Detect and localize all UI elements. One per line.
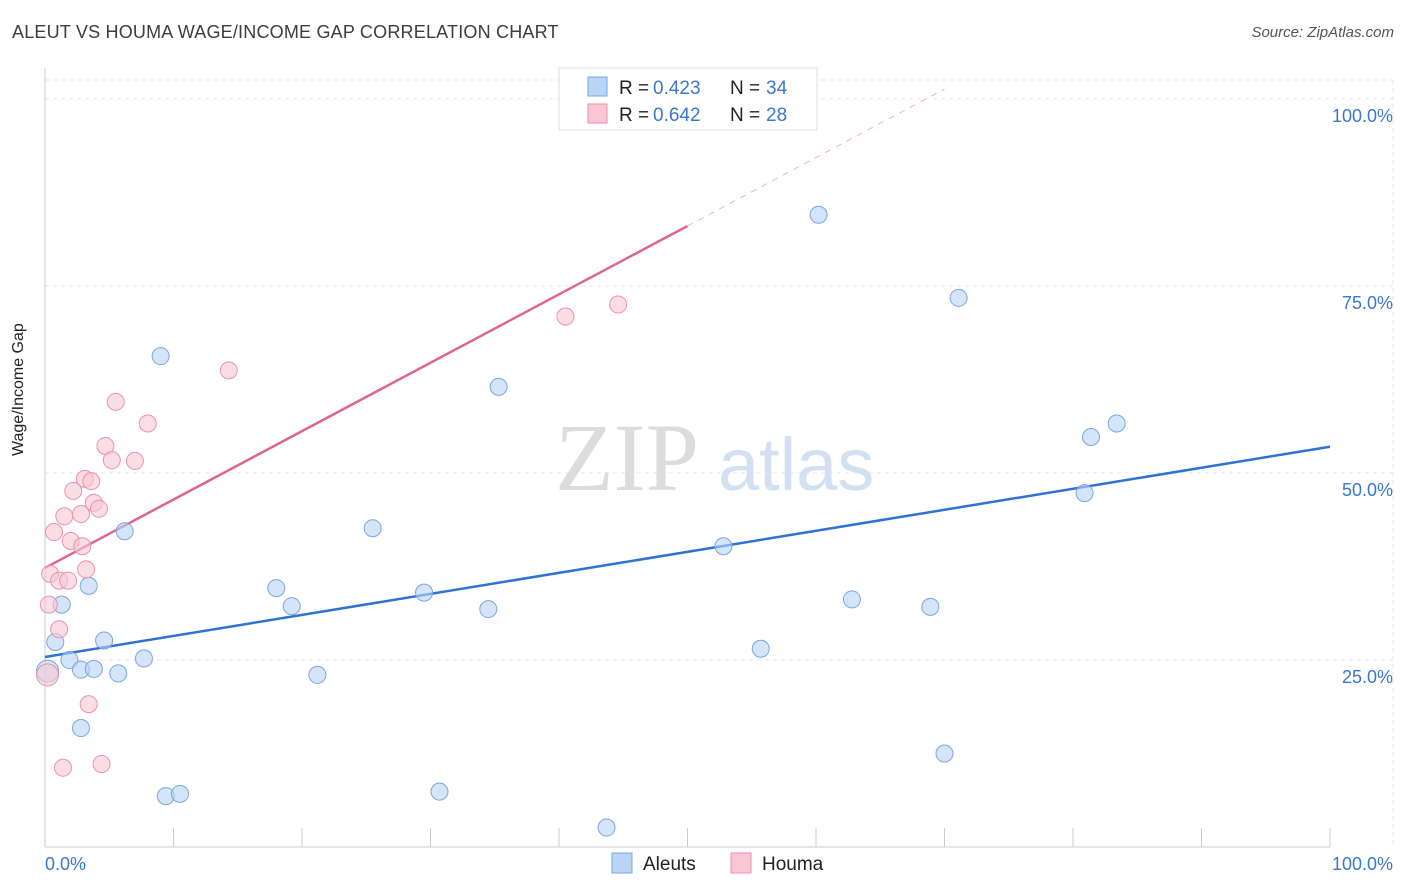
aleut-point bbox=[134, 649, 153, 668]
houma-point bbox=[59, 571, 78, 590]
houma-point bbox=[50, 620, 69, 639]
tick-labels: 25.0% 50.0% 75.0% 100.0% 0.0% 100.0% bbox=[45, 106, 1393, 874]
aleut-point bbox=[282, 597, 301, 616]
legend-houma-label: Houma bbox=[762, 854, 824, 875]
aleut-point bbox=[84, 659, 103, 678]
x-tick-label: 100.0% bbox=[1332, 854, 1393, 874]
y-tick-label: 100.0% bbox=[1332, 106, 1393, 126]
aleut-point bbox=[921, 597, 940, 616]
legend-aleuts-swatch bbox=[611, 852, 633, 874]
houma-point bbox=[138, 414, 157, 433]
aleut-point bbox=[1075, 484, 1094, 503]
y-tick-label: 50.0% bbox=[1342, 480, 1393, 500]
aleut-point bbox=[151, 347, 170, 366]
houma-trend-line bbox=[44, 224, 689, 570]
aleut-point bbox=[430, 782, 449, 801]
houma-point bbox=[71, 505, 90, 524]
aleut-point bbox=[714, 537, 733, 556]
aleut-point bbox=[308, 665, 327, 684]
aleut-point bbox=[60, 650, 79, 669]
houma-point bbox=[44, 523, 63, 542]
houma-trend-extension bbox=[687, 88, 945, 227]
y-tick-label: 75.0% bbox=[1342, 293, 1393, 313]
houma-point bbox=[79, 695, 98, 714]
x-tick-label: 0.0% bbox=[45, 854, 86, 874]
houma-point bbox=[219, 361, 238, 380]
aleut-point bbox=[267, 579, 286, 598]
y-tick-label: 25.0% bbox=[1342, 667, 1393, 687]
aleut-point bbox=[71, 719, 90, 738]
trend-lines bbox=[44, 88, 1331, 659]
houma-point bbox=[36, 663, 60, 687]
aleut-point bbox=[489, 377, 508, 396]
aleut-point bbox=[170, 784, 189, 803]
houma-point bbox=[82, 472, 101, 491]
houma-point bbox=[53, 758, 72, 777]
r-label: R = bbox=[619, 78, 649, 99]
aleut-point bbox=[842, 590, 861, 609]
r-value: 0.642 bbox=[653, 105, 701, 126]
houma-point bbox=[609, 295, 628, 314]
aleut-point bbox=[1107, 414, 1126, 433]
houma-point bbox=[55, 507, 74, 526]
legend-aleuts-label: Aleuts bbox=[643, 854, 696, 875]
houma-point bbox=[64, 481, 83, 500]
axes bbox=[44, 68, 1331, 848]
houma-point bbox=[556, 307, 575, 326]
houma-point bbox=[73, 537, 92, 556]
watermark: ZIP atlas bbox=[555, 404, 874, 511]
legend-houma-swatch bbox=[730, 852, 752, 874]
n-label: N = bbox=[730, 78, 760, 99]
houma-point bbox=[125, 451, 144, 470]
houma-point bbox=[89, 499, 108, 518]
chart-title: ALEUT VS HOUMA WAGE/INCOME GAP CORRELATI… bbox=[12, 22, 559, 42]
aleut-point bbox=[415, 583, 434, 602]
aleut-point bbox=[109, 664, 128, 683]
aleut-point bbox=[597, 818, 616, 837]
aleut-swatch bbox=[587, 76, 608, 97]
aleut-point bbox=[935, 744, 954, 763]
houma-point bbox=[77, 560, 96, 579]
aleut-point bbox=[751, 639, 770, 658]
series-legend: Aleuts Houma bbox=[611, 852, 824, 875]
watermark-atlas: atlas bbox=[718, 423, 874, 506]
houma-point bbox=[106, 392, 125, 411]
aleut-point bbox=[949, 288, 968, 307]
houma-point bbox=[102, 451, 121, 470]
houma-swatch bbox=[587, 103, 608, 124]
aleut-trend-line bbox=[44, 445, 1331, 659]
aleut-point bbox=[95, 631, 114, 650]
aleut-point bbox=[115, 522, 134, 541]
aleut-point bbox=[809, 205, 828, 224]
n-value: 28 bbox=[766, 105, 787, 126]
aleut-point bbox=[479, 600, 498, 619]
r-label: R = bbox=[619, 105, 649, 126]
aleut-point bbox=[79, 576, 98, 595]
houma-point bbox=[39, 595, 58, 614]
r-value: 0.423 bbox=[653, 78, 701, 99]
n-label: N = bbox=[730, 105, 760, 126]
data-points bbox=[36, 205, 1126, 837]
aleut-point bbox=[363, 519, 382, 538]
aleut-point bbox=[1081, 427, 1100, 446]
source-label: Source: ZipAtlas.com bbox=[1251, 24, 1394, 41]
watermark-zip: ZIP bbox=[555, 404, 699, 511]
n-value: 34 bbox=[766, 78, 788, 99]
stats-legend: R = 0.423 N = 34 R = 0.642 N = 28 bbox=[558, 67, 818, 131]
houma-point bbox=[92, 754, 111, 773]
